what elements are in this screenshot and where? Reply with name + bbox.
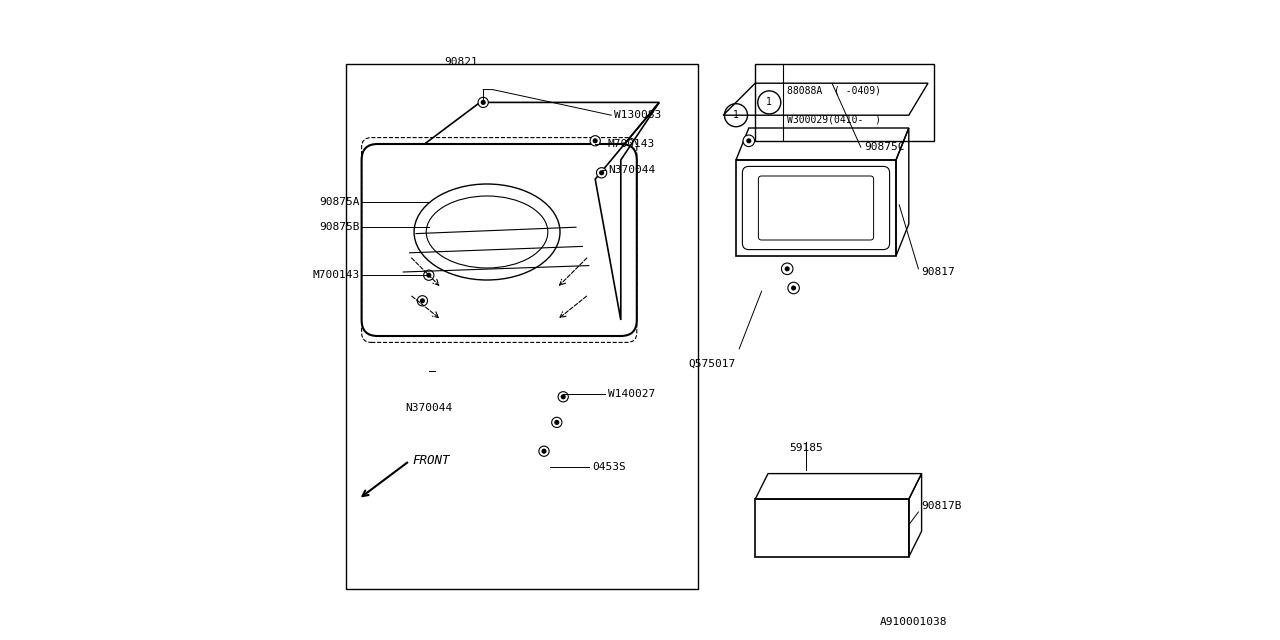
- Text: 0453S: 0453S: [591, 462, 626, 472]
- Circle shape: [785, 266, 790, 271]
- Circle shape: [420, 298, 425, 303]
- Circle shape: [552, 417, 562, 428]
- Text: 1: 1: [767, 97, 772, 108]
- Circle shape: [426, 273, 431, 278]
- Text: 90817B: 90817B: [922, 500, 963, 511]
- Circle shape: [791, 285, 796, 291]
- Text: 90875C: 90875C: [864, 142, 905, 152]
- Circle shape: [541, 449, 547, 454]
- Text: Q575017: Q575017: [689, 358, 736, 369]
- PathPatch shape: [378, 102, 659, 179]
- Text: 59185: 59185: [790, 443, 823, 453]
- Text: M700143: M700143: [312, 270, 360, 280]
- Circle shape: [554, 420, 559, 425]
- Circle shape: [590, 136, 600, 146]
- Text: A910001038: A910001038: [879, 617, 947, 627]
- Circle shape: [424, 270, 434, 280]
- Text: M700143: M700143: [608, 139, 655, 149]
- Circle shape: [593, 138, 598, 143]
- Text: 90817: 90817: [922, 267, 955, 277]
- Circle shape: [539, 446, 549, 456]
- Text: W300029(0410-  ): W300029(0410- ): [787, 115, 881, 124]
- PathPatch shape: [755, 499, 909, 557]
- Circle shape: [746, 138, 751, 143]
- Bar: [346, 64, 698, 589]
- Bar: [755, 64, 934, 141]
- Circle shape: [417, 296, 428, 306]
- Circle shape: [479, 97, 489, 108]
- Text: W130083: W130083: [614, 110, 662, 120]
- Text: 90821: 90821: [444, 57, 477, 67]
- Text: W140027: W140027: [608, 388, 655, 399]
- Circle shape: [781, 263, 794, 275]
- Circle shape: [599, 170, 604, 175]
- Text: N370044: N370044: [608, 164, 655, 175]
- PathPatch shape: [736, 160, 896, 256]
- Text: FRONT: FRONT: [412, 454, 451, 467]
- Circle shape: [480, 100, 486, 105]
- Text: 88088A  ( -0409): 88088A ( -0409): [787, 86, 881, 96]
- Circle shape: [596, 168, 607, 178]
- Circle shape: [742, 135, 755, 147]
- Text: 90875B: 90875B: [319, 222, 360, 232]
- Text: N370044: N370044: [406, 403, 452, 413]
- FancyBboxPatch shape: [362, 144, 637, 336]
- Text: 90875A: 90875A: [319, 196, 360, 207]
- Text: 1: 1: [733, 110, 739, 120]
- Circle shape: [561, 394, 566, 399]
- Circle shape: [558, 392, 568, 402]
- Circle shape: [788, 282, 800, 294]
